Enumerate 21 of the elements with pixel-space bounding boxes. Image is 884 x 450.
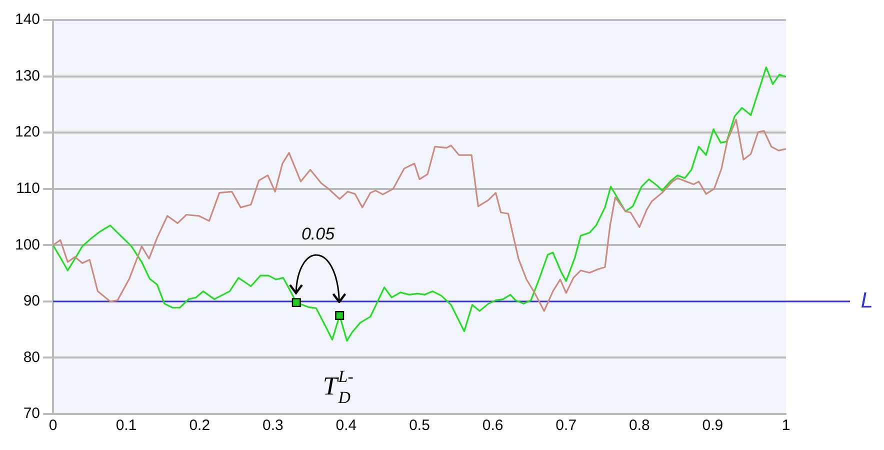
x-tick-label: 0.8 [628, 417, 650, 434]
x-tick-label: 0.4 [336, 417, 357, 434]
x-tick-label: 0.5 [409, 417, 430, 434]
x-tick-label: 1 [782, 417, 790, 434]
y-tick-label: 100 [14, 236, 40, 254]
y-tick-label: 110 [16, 180, 40, 197]
x-tick-label: 0.7 [556, 417, 577, 434]
y-tick-label: 80 [23, 348, 40, 366]
x-tick-label: 0.9 [702, 417, 724, 434]
y-tick-label: 70 [23, 405, 40, 422]
annotation: 0.05 [301, 224, 336, 244]
x-tick-label: 0.3 [262, 417, 284, 434]
x-tick-label: 0 [48, 417, 58, 434]
x-tick-label: 0.2 [189, 417, 210, 434]
y-tick-label: 120 [14, 124, 40, 141]
x-tick-label: 0.6 [482, 417, 504, 434]
x-tick-label: 0.1 [116, 417, 137, 434]
ref-line-label: L [860, 288, 873, 313]
y-tick-label: 140 [14, 11, 40, 28]
y-tick-label: 90 [23, 292, 40, 310]
y-tick-label: 130 [14, 67, 40, 84]
